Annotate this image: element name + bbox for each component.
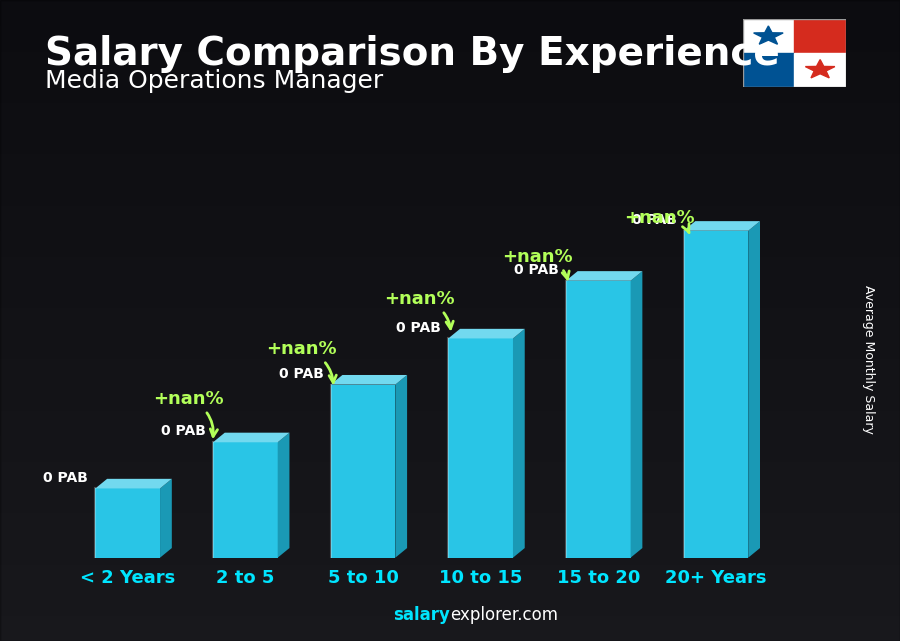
Bar	[794, 53, 846, 87]
Bar	[683, 231, 748, 558]
Text: 0 PAB: 0 PAB	[514, 263, 559, 277]
Text: +nan%: +nan%	[502, 247, 572, 279]
Bar	[794, 19, 846, 53]
Polygon shape	[753, 26, 783, 44]
Text: +nan%: +nan%	[266, 340, 338, 383]
Bar	[95, 488, 160, 558]
Bar	[742, 19, 794, 53]
Polygon shape	[95, 479, 172, 488]
Bar	[566, 281, 631, 558]
Text: 0 PAB: 0 PAB	[632, 213, 677, 227]
Polygon shape	[330, 375, 407, 385]
Polygon shape	[513, 329, 525, 558]
Polygon shape	[748, 221, 760, 558]
Polygon shape	[395, 375, 407, 558]
Polygon shape	[806, 60, 835, 78]
Text: 0 PAB: 0 PAB	[396, 320, 441, 335]
Polygon shape	[566, 271, 643, 281]
Text: Average Monthly Salary: Average Monthly Salary	[862, 285, 875, 433]
Polygon shape	[213, 433, 290, 442]
Bar	[330, 385, 395, 558]
Polygon shape	[278, 433, 290, 558]
Text: +nan%: +nan%	[384, 290, 454, 329]
Text: Media Operations Manager: Media Operations Manager	[45, 69, 383, 92]
Polygon shape	[683, 221, 760, 231]
Text: 0 PAB: 0 PAB	[161, 424, 206, 438]
Bar	[213, 442, 278, 558]
Text: explorer.com: explorer.com	[450, 606, 558, 624]
Polygon shape	[448, 329, 525, 338]
Polygon shape	[631, 271, 643, 558]
Text: 0 PAB: 0 PAB	[279, 367, 324, 381]
Text: Salary Comparison By Experience: Salary Comparison By Experience	[45, 35, 779, 73]
Text: +nan%: +nan%	[624, 209, 695, 233]
Bar	[448, 338, 513, 558]
Bar	[742, 53, 794, 87]
Text: +nan%: +nan%	[154, 390, 224, 437]
Text: salary: salary	[393, 606, 450, 624]
Text: 0 PAB: 0 PAB	[43, 470, 88, 485]
Polygon shape	[160, 479, 172, 558]
